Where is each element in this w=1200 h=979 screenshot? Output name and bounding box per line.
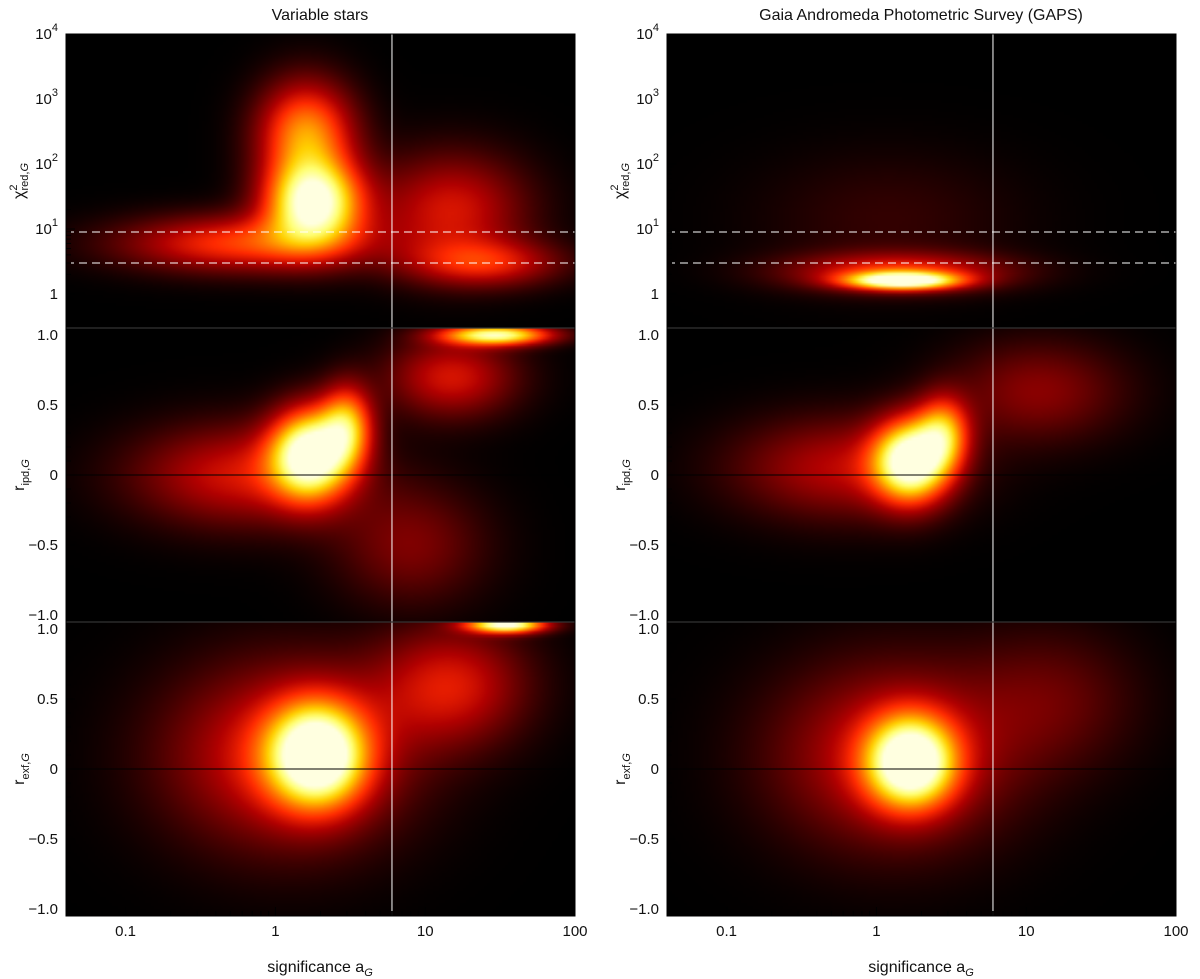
x-tick-label: 1 <box>271 923 279 940</box>
y-tick-label: 101 <box>35 217 58 238</box>
y-tick-label: 102 <box>636 152 659 173</box>
y-tick-label: 0.5 <box>37 397 58 414</box>
y-axis-title-right-chi2: χ2red,G <box>609 163 632 200</box>
panel-frame <box>65 621 576 917</box>
y-tick-label: 104 <box>35 22 58 43</box>
y-tick-label: 0.5 <box>37 691 58 708</box>
y-axis-right-rexf: −1.0 −0.5 0 0.5 1.0 rexf,G <box>612 621 676 918</box>
y-tick-label: 1.0 <box>638 621 659 638</box>
y-tick-label: 1 <box>651 286 659 303</box>
y-tick-label: 0 <box>651 761 659 778</box>
y-tick-label: 102 <box>35 152 58 173</box>
x-axis-title-sub: G <box>965 967 974 979</box>
right-x-axis-title: significance aG <box>868 959 974 979</box>
y-tick-label: 101 <box>636 217 659 238</box>
x-axis-title-main: significance a <box>267 959 364 976</box>
y-tick-label: −1.0 <box>28 901 58 918</box>
y-tick-label: −1.0 <box>28 607 58 624</box>
x-tick-label: 1 <box>872 923 880 940</box>
density-heatmap-left-chi2 <box>66 34 575 328</box>
x-tick-label: 10 <box>417 923 434 940</box>
x-tick-label: 0.1 <box>716 923 737 940</box>
y-axis-title-left-chi2: χ2red,G <box>8 163 31 200</box>
y-axis-right-chi2: 1 101 102 103 104 χ2red,G <box>609 22 676 329</box>
left-x-axis-title: significance aG <box>267 959 373 979</box>
y-axis-title-right-rexf: rexf,G <box>612 753 633 785</box>
x-tick-label: 100 <box>562 923 587 940</box>
x-axis-title-sub: G <box>364 967 373 979</box>
y-axis-title-right-ripd: ripd,G <box>612 459 633 491</box>
y-axis-left-ripd: −1.0 −0.5 0 0.5 1.0 ripd,G <box>11 327 75 624</box>
y-tick-label: −0.5 <box>28 537 58 554</box>
y-tick-label: 1 <box>50 286 58 303</box>
panel-frame <box>666 621 1177 917</box>
y-tick-label: 1.0 <box>37 621 58 638</box>
y-tick-label: 0 <box>651 467 659 484</box>
y-tick-label: 1.0 <box>638 327 659 344</box>
y-tick-label: 104 <box>636 22 659 43</box>
y-tick-label: 103 <box>636 87 659 108</box>
y-axis-title-left-ripd: ripd,G <box>11 459 32 491</box>
y-tick-label: 1.0 <box>37 327 58 344</box>
axes-layer: 1101102103104χ2red,G−1.0−0.500.51.0ripd,… <box>8 22 1189 940</box>
y-tick-label: −0.5 <box>629 831 659 848</box>
y-axis-right-ripd: −1.0 −0.5 0 0.5 1.0 ripd,G <box>612 327 676 624</box>
x-tick-label: 10 <box>1018 923 1035 940</box>
y-tick-label: 0.5 <box>638 397 659 414</box>
y-tick-label: 0.5 <box>638 691 659 708</box>
y-tick-label: −1.0 <box>629 901 659 918</box>
y-tick-label: −0.5 <box>629 537 659 554</box>
y-axis-left-rexf: −1.0 −0.5 0 0.5 1.0 rexf,G <box>11 621 75 918</box>
y-tick-label: 0 <box>50 761 58 778</box>
y-axis-title-left-rexf: rexf,G <box>11 753 32 785</box>
x-tick-label: 0.1 <box>115 923 136 940</box>
density-heatmap-right-chi2 <box>667 34 1176 328</box>
y-axis-left-chi2: 1 101 102 103 104 χ2red,G <box>8 22 75 329</box>
x-axis-title-main: significance a <box>868 959 965 976</box>
y-tick-label: 103 <box>35 87 58 108</box>
y-tick-label: 0 <box>50 467 58 484</box>
x-axis-right: 0.1 1 10 100 <box>666 907 1189 940</box>
x-tick-label: 100 <box>1163 923 1188 940</box>
y-tick-label: −0.5 <box>28 831 58 848</box>
right-column-title: Gaia Andromeda Photometric Survey (GAPS) <box>759 7 1083 24</box>
y-tick-label: −1.0 <box>629 607 659 624</box>
left-column-title: Variable stars <box>272 7 369 24</box>
